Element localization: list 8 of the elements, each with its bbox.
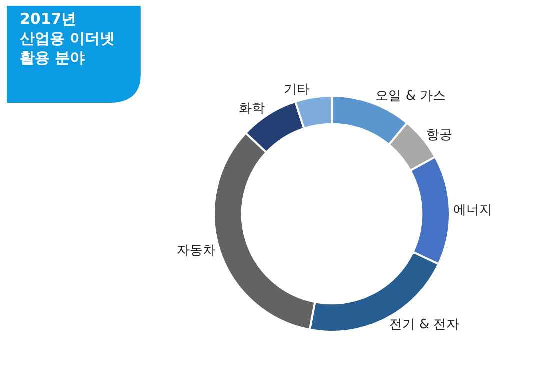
chart-title: 2017년 산업용 이더넷 활용 분야 <box>20 10 116 67</box>
slice-label: 에너지 <box>454 202 493 218</box>
slice-label: 항공 <box>426 128 453 144</box>
slice-label: 화학 <box>239 102 266 117</box>
slice-label: 오일 & 가스 <box>376 88 446 104</box>
slice-label: 자동차 <box>177 244 216 259</box>
slice-label: 전기 & 전자 <box>389 318 460 333</box>
slice-label: 기타 <box>284 82 310 98</box>
